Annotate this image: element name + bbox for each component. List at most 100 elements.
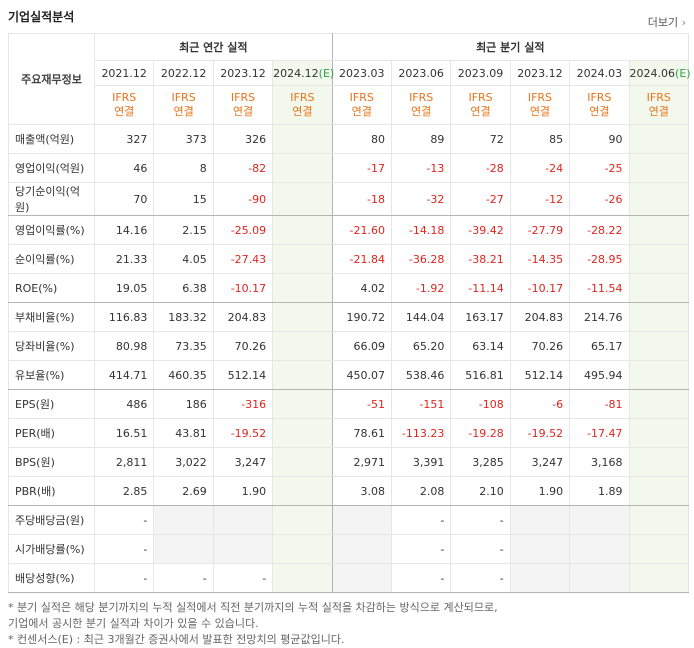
- value-cell: 1.90: [509, 476, 571, 506]
- data-row: 매출액(억원) 327 373 326 80 89 72 85 90: [8, 124, 689, 154]
- value-cell: [272, 182, 333, 216]
- value-cell: -32: [390, 182, 452, 216]
- basis-line: IFRS: [349, 91, 374, 104]
- basis-line: IFRS: [468, 91, 493, 104]
- value-cell: -82: [212, 153, 274, 183]
- value-cell: 3.08: [331, 476, 392, 506]
- value-cell: 70.26: [212, 331, 274, 361]
- value-cell: 2.08: [390, 476, 452, 506]
- value-cell: -: [93, 505, 155, 535]
- value-cell: 80: [331, 124, 392, 154]
- period-header: 2022.12: [153, 60, 214, 86]
- row-label: 영업이익률(%): [8, 215, 95, 245]
- value-cell: -: [93, 534, 155, 564]
- value-cell: [331, 534, 392, 564]
- row-label: 매출액(억원): [8, 124, 95, 154]
- data-row: BPS(원) 2,811 3,022 3,247 2,971 3,391 3,285 3,24…: [8, 447, 689, 477]
- value-cell: 516.81: [450, 360, 511, 390]
- value-cell: [628, 215, 689, 245]
- value-cell: [628, 302, 689, 332]
- data-row: 당기순이익(억원) 70 15 -90 -18 -32 -27 -12 -26: [8, 182, 689, 216]
- basis-line: IFRS: [409, 91, 434, 104]
- value-cell: -28: [450, 153, 511, 183]
- value-cell: 8: [153, 153, 214, 183]
- basis-header: IFRS 연결: [628, 85, 689, 125]
- value-cell: -25.09: [212, 215, 274, 245]
- value-cell: -11.54: [569, 273, 630, 303]
- note-line: * 분기 실적은 해당 분기까지의 누적 실적에서 직전 분기까지의 누적 실적…: [8, 601, 498, 614]
- value-cell: -: [212, 563, 274, 593]
- value-cell: -27: [450, 182, 511, 216]
- period: 2023.12: [517, 66, 563, 80]
- value-cell: 538.46: [390, 360, 452, 390]
- basis-line: IFRS: [646, 91, 671, 104]
- value-cell: 2.85: [93, 476, 155, 506]
- data-row: EPS(원) 486 186 -316 -51 -151 -108 -6 -81: [8, 389, 689, 419]
- value-cell: -18: [331, 182, 392, 216]
- period-header: 2024.06(E): [628, 60, 691, 86]
- value-cell: [272, 447, 333, 477]
- value-cell: 460.35: [153, 360, 214, 390]
- value-cell: [272, 215, 333, 245]
- value-cell: [628, 244, 689, 274]
- period: 2022.12: [160, 66, 207, 80]
- value-cell: 16.51: [93, 418, 155, 448]
- value-cell: 116.83: [93, 302, 155, 332]
- row-label: 당기순이익(억원): [8, 182, 95, 216]
- value-cell: -81: [569, 389, 630, 419]
- value-cell: -14.18: [390, 215, 452, 245]
- more-link[interactable]: 더보기: [648, 14, 686, 30]
- period-header: 2023.03: [331, 60, 392, 86]
- data-row: 영업이익(억원) 46 8 -82 -17 -13 -28 -24 -25: [8, 153, 689, 183]
- value-cell: -27.79: [509, 215, 571, 245]
- value-cell: -90: [212, 182, 274, 216]
- value-cell: 89: [390, 124, 452, 154]
- value-cell: 3,391: [390, 447, 452, 477]
- period-header-row: 2021.12 2022.12 2023.12 2024.12(E) 2023.03 20…: [9, 60, 691, 86]
- value-cell: -108: [450, 389, 511, 419]
- value-cell: [628, 563, 689, 593]
- row-label: PBR(배): [8, 476, 95, 506]
- value-cell: [272, 244, 333, 274]
- value-cell: 373: [153, 124, 214, 154]
- basis-header: IFRS 연결: [331, 85, 392, 125]
- value-cell: -38.21: [450, 244, 511, 274]
- value-cell: -17: [331, 153, 392, 183]
- value-cell: 512.14: [509, 360, 571, 390]
- value-cell: -26: [569, 182, 630, 216]
- period: 2024.06: [629, 66, 676, 80]
- basis-line: 연결: [470, 105, 491, 118]
- value-cell: 2,811: [93, 447, 155, 477]
- note-line: * 컨센서스(E) : 최근 3개월간 증권사에서 발표한 전망치의 평균값입니…: [8, 633, 345, 646]
- value-cell: -: [450, 505, 511, 535]
- value-cell: -: [450, 563, 511, 593]
- basis-header: IFRS 연결: [569, 85, 630, 125]
- value-cell: 80.98: [93, 331, 155, 361]
- value-cell: [272, 124, 333, 154]
- value-cell: [509, 563, 571, 593]
- basis-header: IFRS 연결: [93, 85, 155, 125]
- period: 2023.06: [398, 66, 444, 80]
- period-header: 2023.12: [212, 60, 274, 86]
- value-cell: 2.15: [153, 215, 214, 245]
- value-cell: -: [450, 534, 511, 564]
- data-row: PBR(배) 2.85 2.69 1.90 3.08 2.08 2.10 1.90 1.89: [8, 476, 689, 506]
- row-label: 주당배당금(원): [8, 505, 95, 535]
- data-row: 시가배당률(%) - - -: [8, 534, 689, 564]
- basis-line: IFRS: [587, 91, 612, 104]
- value-cell: 4.02: [331, 273, 392, 303]
- basis-line: IFRS: [230, 91, 256, 104]
- value-cell: 65.17: [569, 331, 630, 361]
- basis-header: IFRS 연결: [272, 85, 333, 125]
- value-cell: [153, 534, 214, 564]
- value-cell: 2.69: [153, 476, 214, 506]
- row-label: BPS(원): [8, 447, 95, 477]
- value-cell: -13: [390, 153, 452, 183]
- value-cell: [628, 418, 689, 448]
- period-header: 2023.06: [390, 60, 452, 86]
- value-cell: [272, 476, 333, 506]
- value-cell: -21.84: [331, 244, 392, 274]
- value-cell: 3,285: [450, 447, 511, 477]
- value-cell: [153, 505, 214, 535]
